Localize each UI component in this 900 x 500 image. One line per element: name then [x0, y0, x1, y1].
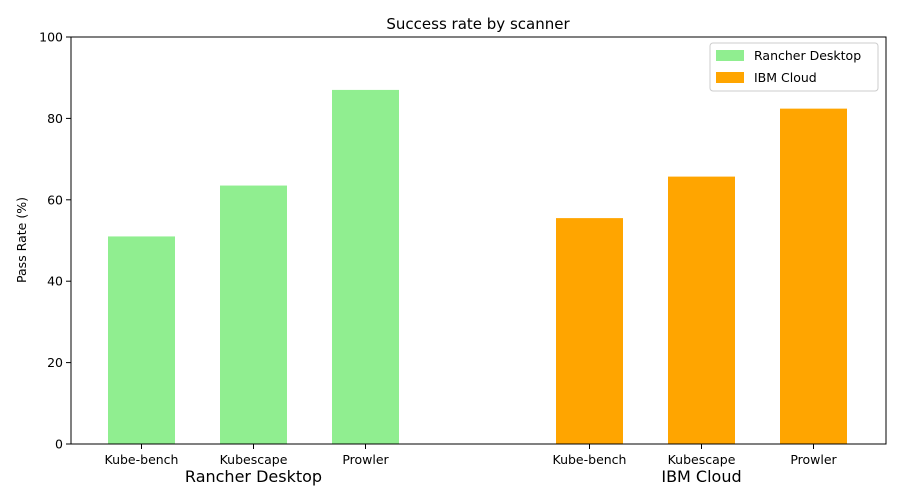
legend: Rancher Desktop IBM Cloud — [709, 42, 879, 92]
chart-title: Success rate by scanner — [386, 15, 570, 33]
x-tick-label: Kubescape — [220, 452, 288, 467]
x-tick-label: Prowler — [790, 452, 837, 467]
legend-label: IBM Cloud — [754, 70, 817, 85]
group-label: Rancher Desktop — [185, 467, 322, 486]
x-tick-label: Kube-bench — [553, 452, 627, 467]
plot-frame — [70, 36, 887, 445]
x-tick-label: Kube-bench — [105, 452, 179, 467]
x-tick-label: Kubescape — [668, 452, 736, 467]
y-tick-label: 20 — [47, 355, 63, 370]
y-tick-label: 0 — [55, 437, 63, 452]
y-tick-label: 80 — [47, 111, 63, 126]
bar — [780, 108, 847, 445]
bar — [668, 176, 735, 444]
legend-swatch — [716, 50, 744, 61]
legend-label: Rancher Desktop — [754, 48, 861, 63]
bar — [108, 236, 175, 444]
bar — [220, 185, 287, 444]
legend-swatch — [716, 72, 744, 83]
x-tick-label: Prowler — [342, 452, 389, 467]
y-axis-label: Pass Rate (%) — [14, 197, 29, 283]
y-tick-label: 100 — [39, 30, 63, 45]
bar — [332, 89, 399, 444]
legend-box — [709, 42, 879, 92]
bar — [556, 218, 623, 444]
group-label: IBM Cloud — [661, 467, 741, 486]
y-tick-label: 60 — [47, 192, 63, 207]
y-tick-label: 40 — [47, 274, 63, 289]
plot-area: 0 20 40 60 80 100 Kube-bench Kubescape Prowler Ra… — [39, 30, 887, 486]
